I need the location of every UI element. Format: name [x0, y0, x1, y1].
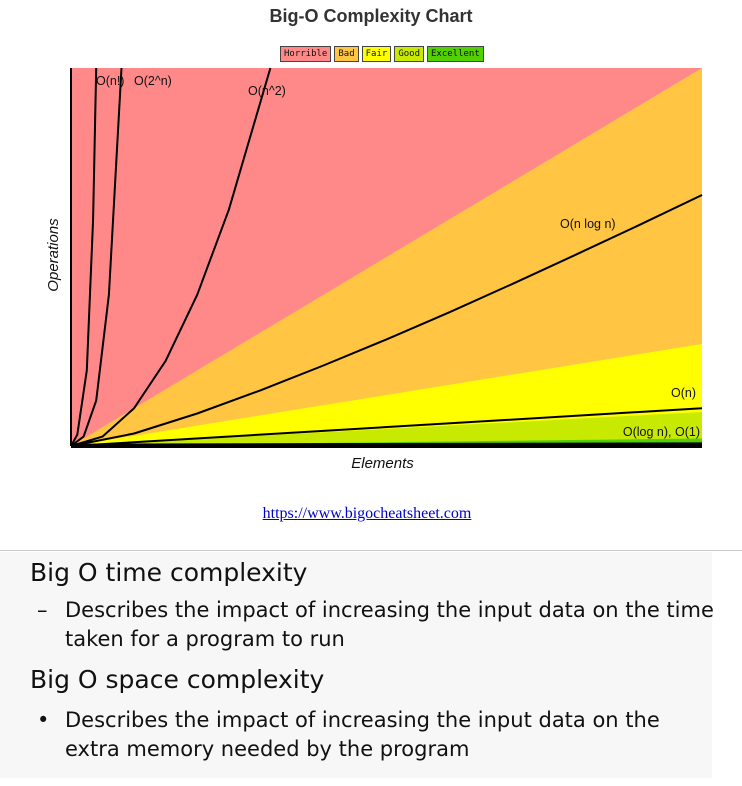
chart-title: Big-O Complexity Chart [269, 6, 473, 26]
chart-legend: Horrible Bad Fair Good Excellent [280, 46, 484, 62]
notes-panel: Big O time complexity – Describes the im… [0, 552, 714, 778]
label-o-n: O(n) [671, 386, 696, 400]
curve-o-n [70, 67, 98, 447]
label-o-n-2: O(n^2) [248, 84, 286, 98]
region-bad [71, 68, 702, 446]
legend-item-bad: Bad [334, 46, 359, 62]
region-fair [71, 343, 702, 446]
dot-bullet: • [37, 708, 50, 732]
label-o-2-n: O(2^n) [134, 74, 172, 88]
curve-o-2-n [70, 67, 123, 447]
y-axis-title: Operations [45, 218, 62, 292]
complexity-regions [71, 68, 702, 446]
legend-item-horrible: Horrible [280, 46, 332, 62]
curve-o-n-2 [70, 67, 272, 447]
curve-o-n [70, 407, 703, 447]
dash-bullet: – [37, 598, 48, 622]
legend-item-good: Good [394, 46, 424, 62]
label-o-log-n-o-1: O(log n), O(1) [623, 425, 700, 439]
curve-labels: O(n!) O(2^n) O(n^2) O(n log n) O(n) O(log n),… [96, 74, 700, 439]
source-link[interactable]: https://www.bigocheatsheet.com [262, 505, 472, 522]
complexity-chart: O(n!) O(2^n) O(n^2) O(n log n) O(n) O(log n),… [45, 67, 703, 472]
section-divider [0, 550, 742, 551]
legend-item-excellent: Excellent [427, 46, 484, 62]
time-complexity-heading: Big O time complexity [30, 558, 308, 587]
label-o-n-log-n: O(n log n) [560, 217, 616, 231]
space-complexity-description: Describes the impact of increasing the i… [65, 708, 660, 761]
time-complexity-description: Describes the impact of increasing the i… [65, 598, 714, 651]
label-o-n: O(n!) [96, 74, 124, 88]
x-axis-title: Elements [351, 455, 414, 472]
space-complexity-heading: Big O space complexity [30, 665, 325, 694]
curve-o-n-log-n [70, 194, 703, 447]
legend-item-fair: Fair [361, 46, 392, 62]
